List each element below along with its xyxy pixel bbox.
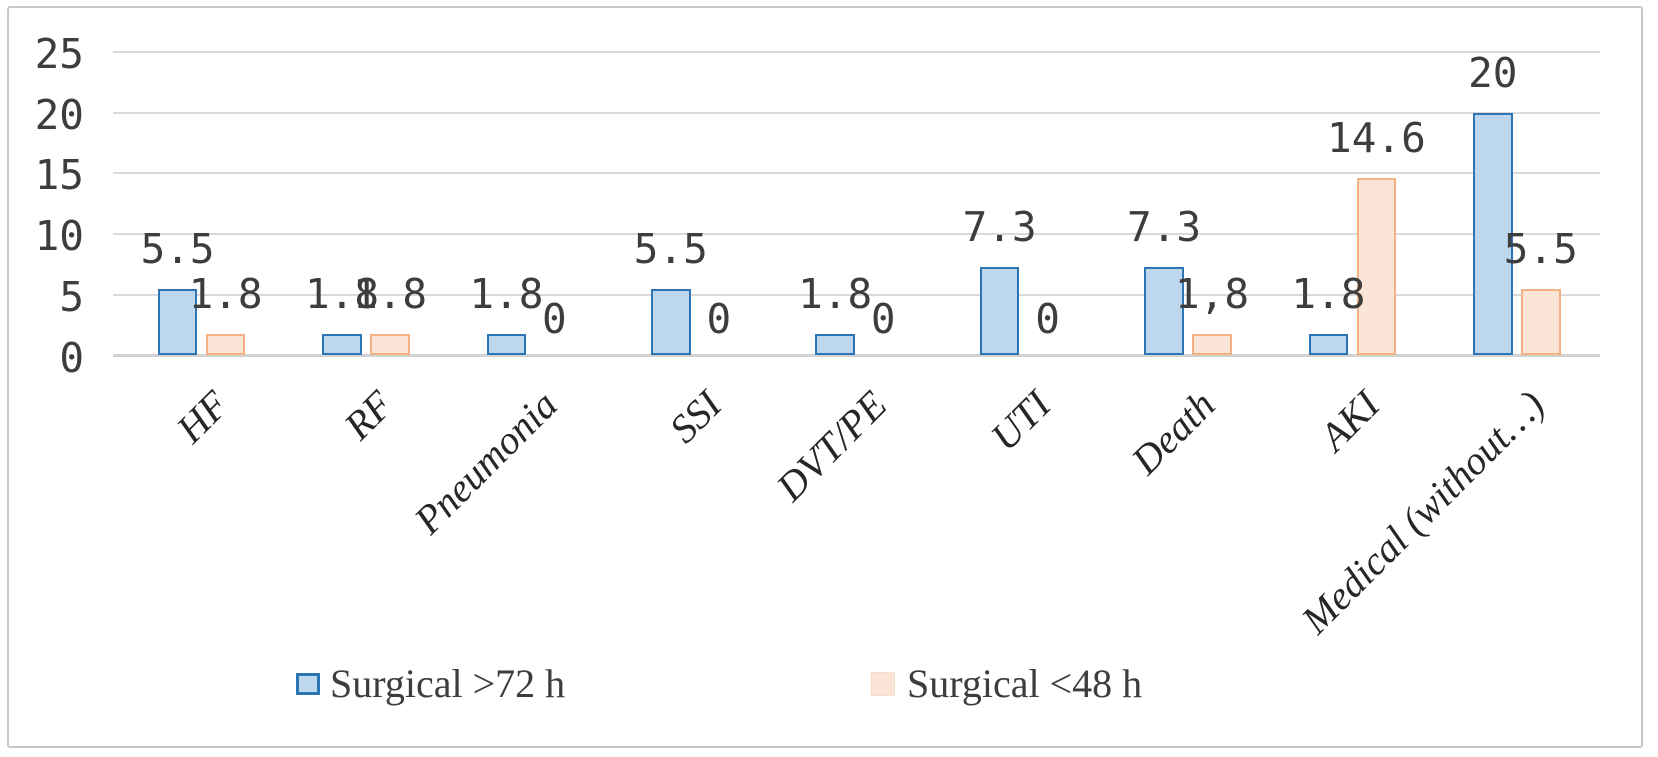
gridline [113, 172, 1600, 175]
bar-surgical-gt72h-AKI [1308, 333, 1349, 356]
category-label-Pneumonia: Pneumonia [405, 381, 567, 543]
data-label: 1.8 [798, 269, 873, 318]
bar-surgical-gt72h-DVT/PE [815, 333, 855, 356]
bar-surgical-gt72h-UTI [979, 266, 1020, 356]
data-label: 1.8 [469, 269, 544, 318]
bar-surgical-gt72h-RF [322, 333, 362, 356]
bar-surgical-lt48h-Medical (without…) [1521, 288, 1561, 356]
data-label: 0 [542, 295, 567, 343]
data-label: 0 [1035, 295, 1060, 343]
category-label-UTI: UTI [981, 381, 1060, 460]
category-label-Death: Death [1122, 381, 1224, 483]
category-label-DVT/PE: DVT/PE [767, 381, 895, 510]
y-tick-label: 0 [59, 333, 84, 382]
data-label: 1.8 [1291, 269, 1366, 318]
legend-item-surgical-gt72h: Surgical >72 h [296, 662, 565, 706]
data-label: 0 [870, 295, 896, 343]
chart-frame-border [7, 6, 1643, 748]
data-label: 1.8 [352, 269, 428, 318]
category-label-AKI: AKI [1310, 381, 1389, 460]
bar-surgical-gt72h-Medical (without…) [1473, 112, 1513, 356]
gridline [113, 111, 1600, 114]
bar-surgical-gt72h-Death [1144, 266, 1184, 356]
legend-swatch-surgical-lt48h-icon [871, 672, 895, 696]
data-label: 20 [1468, 48, 1518, 97]
data-label: 5.5 [1503, 224, 1578, 273]
bar-surgical-lt48h-AKI [1356, 178, 1397, 356]
data-label: 7.3 [962, 202, 1037, 251]
bar-surgical-lt48h-Death [1192, 333, 1232, 356]
bar-surgical-gt72h-Pneumonia [486, 333, 527, 356]
data-label: 5.5 [140, 224, 215, 273]
gridline [113, 51, 1600, 53]
data-label: 0 [706, 295, 732, 343]
y-tick-label: 25 [34, 30, 84, 78]
data-label: 1,8 [1174, 269, 1250, 318]
data-label: 1.8 [304, 269, 380, 318]
bar-surgical-lt48h-HF [205, 333, 246, 356]
legend-label-surgical-lt48h: Surgical <48 h [907, 661, 1143, 706]
legend-swatch-surgical-gt72h-icon [296, 673, 320, 695]
category-label-RF: RF [335, 381, 402, 449]
bar-surgical-gt72h-SSI [651, 288, 691, 356]
bar-surgical-lt48h-RF [370, 333, 410, 356]
bar-surgical-gt72h-HF [157, 288, 198, 356]
y-tick-label: 10 [34, 212, 84, 261]
data-label: 5.5 [633, 224, 708, 273]
y-tick-label: 20 [34, 90, 84, 139]
legend-item-surgical-lt48h: Surgical <48 h [871, 662, 1142, 706]
y-tick-label: 15 [34, 151, 84, 200]
legend-label-surgical-gt72h: Surgical >72 h [330, 661, 566, 706]
data-label: 1.8 [188, 269, 263, 318]
category-label-SSI: SSI [660, 381, 731, 452]
data-label: 14.6 [1327, 114, 1426, 163]
y-tick-label: 5 [59, 272, 84, 321]
data-label: 7.3 [1126, 202, 1202, 251]
category-label-HF: HF [167, 381, 238, 452]
